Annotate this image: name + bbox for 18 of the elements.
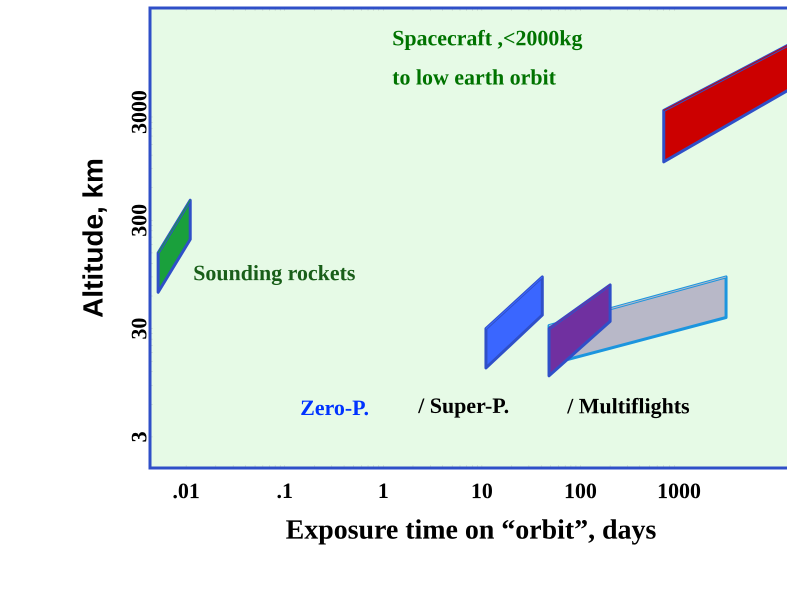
- x-tick-label: 1: [380, 484, 388, 498]
- annotation: Spacecraft ,<2000kg: [393, 30, 582, 50]
- x-axis-title: Exposure time on “orbit”, days: [286, 519, 656, 545]
- x-tick-label: 1000: [658, 484, 700, 498]
- y-tick-label: 30: [132, 318, 146, 339]
- y-tick-label: 300: [132, 204, 146, 236]
- x-tick-label: 10: [472, 484, 492, 498]
- y-tick-label: 3000: [132, 90, 146, 134]
- y-tick-label: 3: [132, 432, 146, 442]
- y-axis-title: Altitude, km: [82, 160, 107, 318]
- annotation: / Multiflights: [566, 398, 690, 418]
- annotation: Sounding rockets: [194, 264, 355, 286]
- annotation: to low earth orbit: [392, 69, 556, 85]
- x-tick-label: .01: [173, 484, 199, 498]
- annotation: / Super-P.: [418, 398, 508, 418]
- annotation: Zero-P.: [301, 400, 368, 416]
- x-tick-label: .1: [277, 484, 292, 498]
- x-tick-label: 100: [566, 484, 596, 498]
